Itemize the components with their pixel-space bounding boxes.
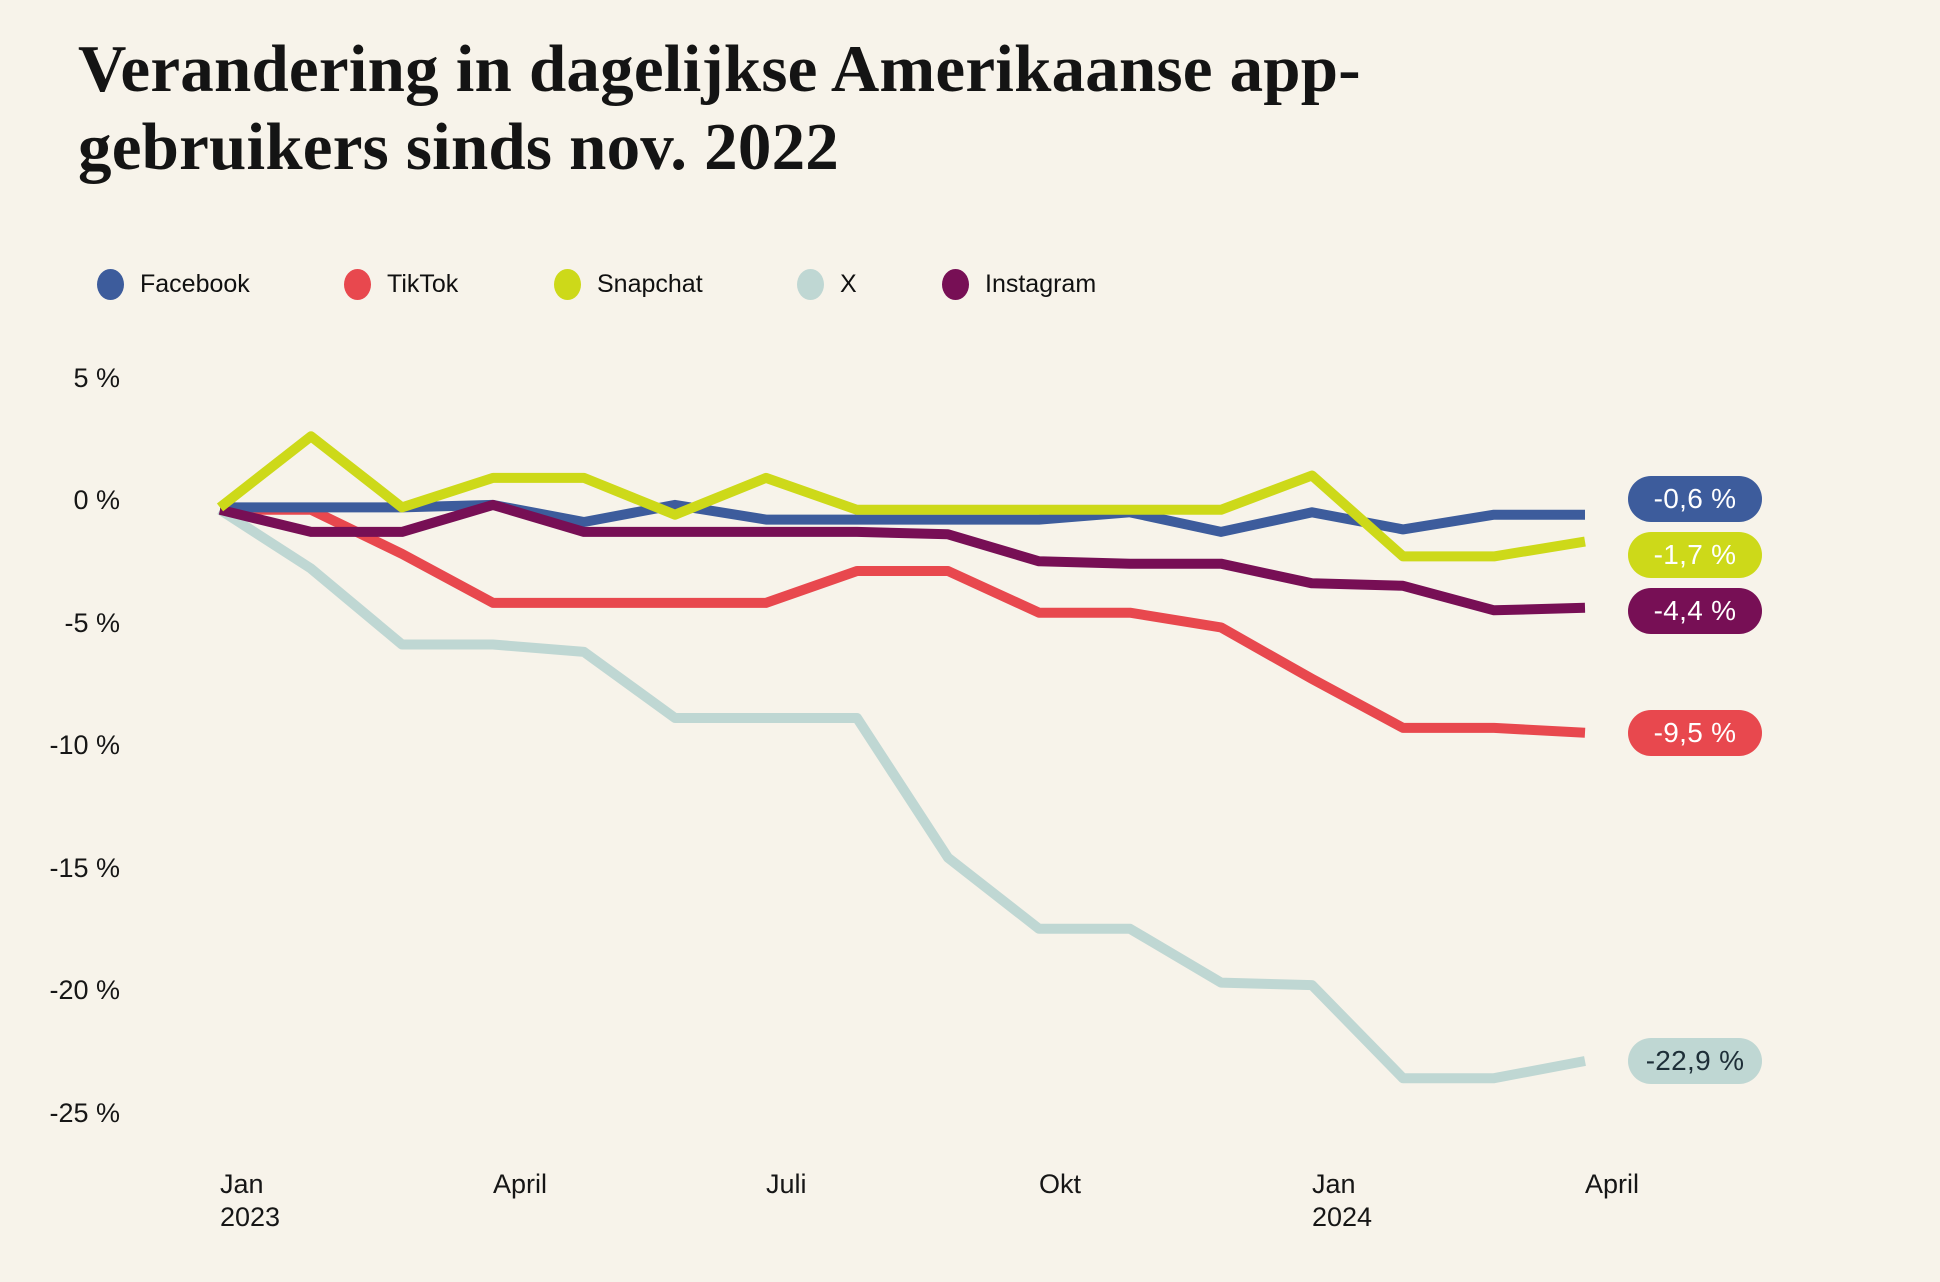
- x-axis-tick-line: April: [1585, 1169, 1640, 1199]
- x-axis-tick-line: Jan: [220, 1169, 264, 1199]
- end-label-pill-tiktok: -9,5 %: [1628, 709, 1762, 756]
- y-axis-tick-label: -5 %: [64, 607, 120, 638]
- x-axis-tick-label: Okt: [1039, 1168, 1081, 1201]
- legend-item-tiktok: TikTok: [344, 268, 458, 300]
- x-axis-tick-line: 2024: [1312, 1202, 1373, 1232]
- legend-dot-icon: [97, 268, 124, 300]
- legend-dot-icon: [797, 268, 824, 300]
- x-axis-tick-label: April: [1585, 1168, 1639, 1201]
- x-axis-tick-line: Juli: [766, 1169, 807, 1199]
- x-axis-tick-line: Jan: [1312, 1169, 1356, 1199]
- series-line-instagram: [218, 499, 1586, 616]
- x-axis-tick-label: April: [493, 1168, 547, 1201]
- x-axis-tick-line: 2023: [220, 1202, 281, 1232]
- end-label-pill-snapchat: -1,7 %: [1628, 531, 1762, 578]
- legend-item-label: Snapchat: [597, 269, 703, 298]
- series-line-tiktok: [220, 504, 1586, 738]
- legend-item-x: X: [797, 268, 857, 300]
- legend-item-label: Facebook: [140, 269, 250, 298]
- end-label-pill-instagram: -4,4 %: [1628, 587, 1762, 634]
- chart-title: Verandering in dagelijkse Amerikaanse ap…: [78, 30, 1778, 186]
- y-axis-tick-label: 0 %: [73, 485, 120, 515]
- end-label-pill-x: -22,9 %: [1628, 1038, 1762, 1085]
- legend-item-snapchat: Snapchat: [554, 268, 703, 300]
- x-axis-tick-label: Juli: [766, 1168, 807, 1201]
- y-axis-tick-label: 5 %: [73, 362, 120, 393]
- legend-item-label: Instagram: [985, 269, 1097, 298]
- series-line-x: [217, 505, 1586, 1084]
- chart-title-line-1: Verandering in dagelijkse Amerikaanse ap…: [78, 32, 1361, 106]
- series-line-snapchat: [216, 431, 1586, 562]
- y-axis-tick-label: -25 %: [49, 1097, 120, 1128]
- y-axis-tick-label: -15 %: [49, 852, 120, 883]
- legend-dot-icon: [344, 268, 371, 300]
- legend-item-instagram: Instagram: [942, 268, 1096, 300]
- x-axis-tick-line: April: [493, 1169, 548, 1199]
- legend-item-label: TikTok: [387, 269, 459, 298]
- x-axis-tick-line: Okt: [1039, 1169, 1082, 1199]
- x-axis-tick-label: Jan 2023: [220, 1168, 280, 1234]
- legend-item-label: X: [840, 269, 857, 298]
- y-axis-tick-label: -20 %: [49, 975, 120, 1005]
- y-axis-tick-label: -10 %: [49, 730, 120, 760]
- x-axis-tick-label: Jan 2024: [1312, 1168, 1372, 1234]
- legend-dot-icon: [942, 268, 969, 300]
- end-label-pill-facebook: -0,6 %: [1628, 475, 1762, 522]
- chart-title-line-2: gebruikers sinds nov. 2022: [78, 110, 839, 184]
- legend-item-facebook: Facebook: [97, 268, 250, 300]
- legend-dot-icon: [554, 268, 581, 300]
